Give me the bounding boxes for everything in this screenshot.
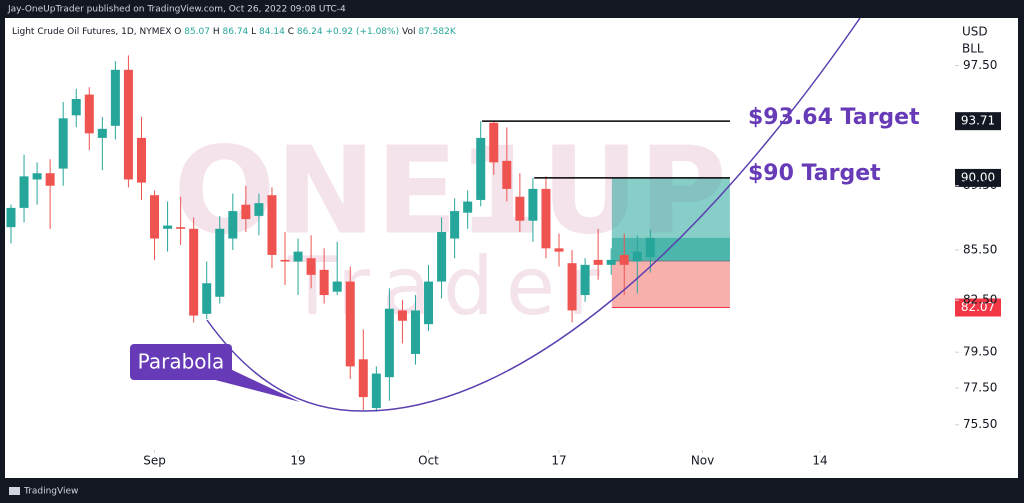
candle-body: [437, 232, 447, 282]
candle-body: [345, 281, 355, 367]
parabola-curve: [206, 17, 861, 412]
y-tick-label: 79.50: [963, 345, 997, 359]
candle-body: [502, 160, 512, 189]
candle-body: [254, 203, 264, 216]
price-label-bg: [955, 112, 1001, 131]
change: +0.92 (+1.08%): [326, 27, 400, 37]
currency: BLL: [962, 42, 984, 56]
price-label-bg: [955, 298, 1001, 317]
candle-body: [293, 251, 303, 262]
candle-body: [424, 281, 434, 325]
y-tick-label: 75.50: [963, 417, 997, 431]
ohlc-label: L: [251, 27, 256, 37]
y-tick-label: 85.50: [963, 242, 997, 256]
candle-body: [241, 204, 251, 220]
x-tick-label: Sep: [143, 454, 166, 468]
candle-body: [528, 188, 538, 221]
candle-body: [123, 69, 133, 180]
ohlc-value: 84.14: [259, 27, 285, 37]
candle-body: [280, 259, 290, 262]
candle-body: [71, 99, 81, 116]
candle-body: [463, 201, 473, 213]
candle-body: [6, 207, 16, 228]
candle-body: [97, 128, 107, 138]
candle-body: [332, 281, 342, 292]
candle-body: [645, 237, 655, 258]
candle-body: [176, 227, 186, 229]
volume-label: Vol: [402, 27, 415, 37]
currency: USD: [962, 25, 988, 39]
candle-body: [32, 173, 42, 180]
candle-body: [397, 310, 407, 321]
volume: 87.582K: [418, 27, 456, 37]
x-tick-label: Nov: [691, 454, 714, 468]
chart-background: [5, 18, 1018, 478]
candle-body: [150, 195, 160, 239]
price-label: 90.00: [961, 170, 995, 184]
candle-body: [476, 137, 486, 200]
candle-body: [228, 211, 238, 239]
ohlc-label: O: [174, 27, 181, 37]
candle-body: [202, 283, 212, 314]
open-profit: [611, 237, 730, 262]
brand: TradingView: [23, 487, 78, 497]
y-tick-label: 89.50: [963, 178, 997, 192]
x-tick-label: 17: [551, 454, 566, 468]
x-tick-label: 19: [290, 454, 305, 468]
y-tick-label: 77.50: [963, 381, 997, 395]
candle-body: [632, 251, 642, 262]
y-tick-label: 97.50: [963, 58, 997, 72]
candle-body: [306, 258, 316, 275]
price-label: 93.71: [961, 114, 995, 128]
candle-body: [163, 225, 173, 229]
candle-body: [58, 118, 68, 169]
candle-body: [45, 173, 55, 186]
candle-body: [541, 188, 551, 249]
candle-body: [384, 308, 394, 378]
ohlc-value: 85.07: [184, 27, 210, 37]
candle-body: [515, 196, 525, 221]
x-tick-label: Oct: [418, 454, 439, 468]
brand-logo: [9, 487, 20, 495]
x-tick-label: 14: [812, 454, 827, 468]
y-tick-label: 82.50: [963, 293, 997, 307]
candle-body: [371, 373, 381, 409]
candle-body: [554, 248, 564, 252]
candle-body: [84, 94, 94, 134]
publisher: Jay-OneUpTrader published on TradingView…: [7, 5, 346, 15]
candle-body: [215, 228, 225, 297]
ohlc-value: 86.74: [223, 27, 249, 37]
annotation: $90 Target: [748, 161, 881, 186]
callout-box: [130, 344, 232, 380]
ohlc-label: C: [288, 27, 294, 37]
ohlc-value: 86.24: [297, 27, 323, 37]
candle-body: [410, 310, 420, 354]
price-label-bg: [955, 168, 1001, 187]
annotation: $93.64 Target: [748, 105, 920, 130]
price-label: 82.07: [961, 300, 995, 314]
candle-body: [450, 211, 460, 239]
candle-body: [319, 269, 329, 296]
legend: Light Crude Oil Futures, 1D, NYMEX O 85.…: [12, 27, 457, 37]
candle-body: [189, 228, 199, 316]
candle-body: [567, 263, 577, 311]
legend-symbol: Light Crude Oil Futures, 1D, NYMEX: [12, 27, 171, 37]
candle-body: [267, 195, 277, 255]
candle-body: [619, 254, 629, 265]
candle-body: [110, 69, 120, 126]
candle-body: [136, 137, 146, 183]
callout-text: Parabola: [138, 350, 225, 374]
candle-body: [358, 359, 368, 398]
candle-body: [606, 259, 616, 265]
candle-body: [19, 176, 29, 208]
candle-body: [580, 264, 590, 296]
candle-body: [489, 122, 499, 163]
candle-body: [593, 259, 603, 265]
ohlc-label: H: [213, 27, 220, 37]
